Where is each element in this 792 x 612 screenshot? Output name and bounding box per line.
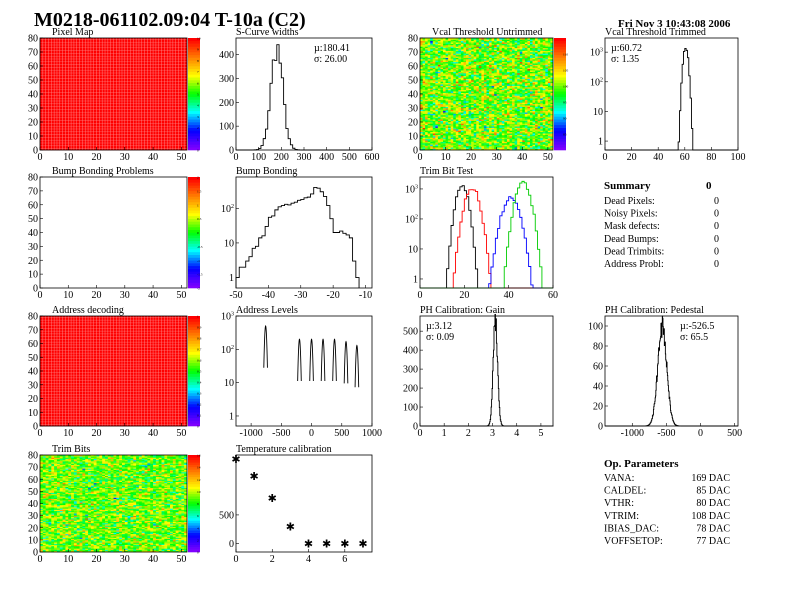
op-parameter-value: 77 DAC [696, 536, 730, 547]
chart-title: Pixel Map [52, 27, 93, 38]
summary-row-label: Dead Bumps: [604, 234, 659, 245]
summary-row-value: 0 [714, 234, 719, 245]
op-parameters-title: Op. Parameters [604, 458, 679, 470]
summary-row-label: Noisy Pixels: [604, 209, 658, 220]
summary-row-value: 0 [714, 221, 719, 232]
summary-row-value: 0 [714, 196, 719, 207]
op-parameter-label: VANA: [604, 473, 634, 484]
summary-title: Summary [604, 180, 651, 192]
op-parameters-panel: Op. Parameters VANA: 169 DAC CALDEL: 85 DAC… [604, 458, 730, 547]
op-parameter-label: VTHR: [604, 498, 634, 509]
op-parameter-label: CALDEL: [604, 486, 646, 497]
summary-row-label: Address Probl: [604, 259, 664, 270]
summary-panel: Summary 0 Dead Pixels: 0 Noisy Pixels: 0 Mas… [604, 180, 719, 270]
heatmap-cells [40, 38, 187, 150]
op-parameter-value: 85 DAC [696, 486, 730, 497]
summary-row-label: Mask defects: [604, 221, 660, 232]
summary-row-value: 0 [714, 259, 719, 270]
summary-total: 0 [706, 180, 712, 192]
op-parameter-value: 169 DAC [691, 473, 730, 484]
summary-row-value: 0 [714, 246, 719, 257]
summary-row-value: 0 [714, 209, 719, 220]
op-parameter-value: 108 DAC [691, 511, 730, 522]
op-parameter-label: VOFFSETOP: [604, 536, 663, 547]
summary-canvas: M0218-061102.09:04 T-10a (C2) Fri Nov 3 … [0, 0, 792, 612]
summary-row-label: Dead Pixels: [604, 196, 655, 207]
summary-row-label: Dead Trimbits: [604, 246, 664, 257]
op-parameter-label: VTRIM: [604, 511, 639, 522]
op-parameter-value: 78 DAC [696, 523, 730, 534]
op-parameter-value: 80 DAC [696, 498, 730, 509]
op-parameter-label: IBIAS_DAC: [604, 523, 659, 534]
